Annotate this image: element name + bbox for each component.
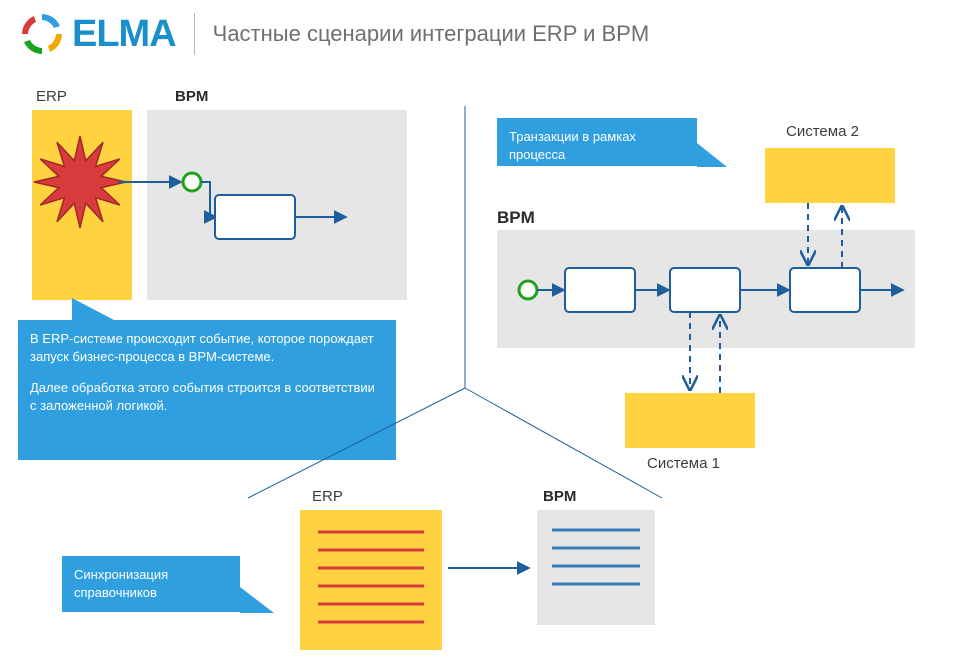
scenario2-callout-text: Транзакции в рамках процесса [509,129,636,162]
scenario1-callout-text1: В ERP-системе происходит событие, которо… [30,330,384,365]
header-divider [194,13,195,55]
page-title: Частные сценарии интеграции ERP и BPM [213,21,650,47]
scenario3-erp-label: ERP [312,488,343,505]
scenario3-callout-text: Синхронизация справочников [74,567,168,600]
scenario3-bpm-label: BPM [543,488,576,505]
scenario3-callout: Синхронизация справочников [62,556,240,612]
scenario3-erp-box [300,510,442,650]
scenario1-callout-text2: Далее обработка этого события строится в… [30,379,384,414]
brand-name: ELMA [72,13,176,56]
logo-ring-icon [18,10,66,58]
scenario2-bpm-label: BPM [497,208,535,228]
scenario1-bpm-box [147,110,407,300]
scenario2-sys1-box [625,393,755,448]
header: ELMA Частные сценарии интеграции ERP и B… [18,10,649,58]
scenario2-bpm-box [497,230,915,348]
scenario2-sys2-label: Система 2 [786,123,859,140]
brand-logo: ELMA [18,10,176,58]
scenario2-callout: Транзакции в рамках процесса [497,118,697,166]
scenario3-bpm-box [537,510,655,625]
scenario1-erp-box [32,110,132,300]
scenario2-sys1-label: Система 1 [647,455,720,472]
scenario2-sys2-box [765,148,895,203]
scenario1-erp-label: ERP [36,88,67,105]
scenario1-callout: В ERP-системе происходит событие, которо… [18,320,396,460]
scenario1-bpm-label: BPM [175,88,208,105]
